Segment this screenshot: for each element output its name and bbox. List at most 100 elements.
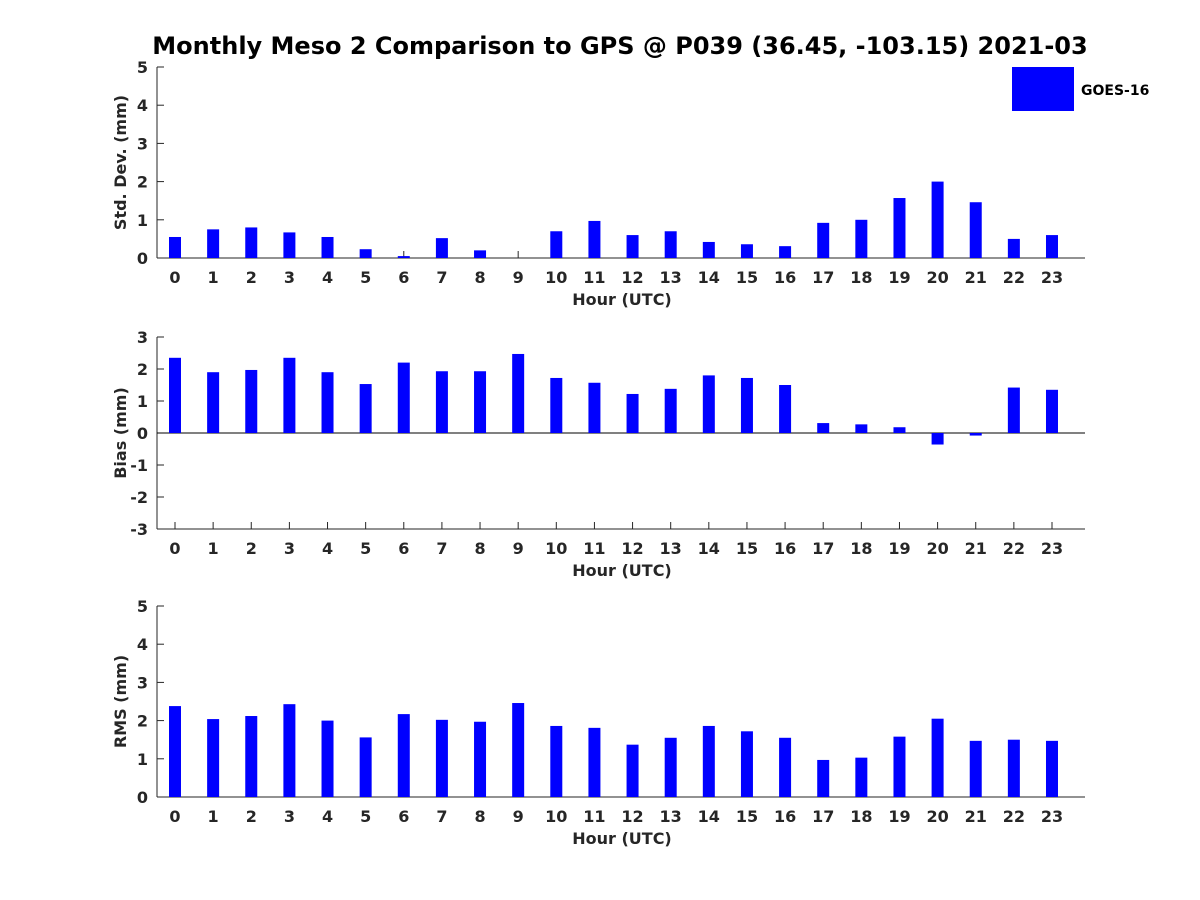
x-axis-label: Hour (UTC) [572, 829, 672, 848]
x-tick-label: 12 [621, 807, 643, 826]
x-tick-label: 19 [888, 268, 910, 287]
bar-hour-0 [169, 706, 181, 797]
x-tick-label: 10 [545, 268, 567, 287]
bar-hour-21 [969, 740, 982, 797]
x-tick-label: 5 [360, 268, 371, 287]
x-tick-label: 6 [398, 539, 409, 558]
x-tick-label: 4 [322, 807, 333, 826]
bar-hour-8 [474, 721, 487, 797]
x-tick-label: 9 [513, 539, 524, 558]
y-tick-label: -2 [130, 488, 148, 507]
x-tick-label: 12 [621, 539, 643, 558]
legend-swatch-goes-16 [1012, 67, 1074, 111]
bar-hour-7 [435, 371, 448, 433]
x-tick-label: 15 [736, 539, 758, 558]
x-tick-label: 18 [850, 268, 872, 287]
bar-hour-19 [893, 736, 906, 797]
x-tick-label: 0 [169, 268, 180, 287]
bar-hour-3 [283, 232, 296, 258]
x-tick-label: 15 [736, 807, 758, 826]
bar-hour-5 [359, 249, 372, 258]
y-tick-label: 4 [137, 635, 148, 654]
x-tick-label: 5 [360, 807, 371, 826]
bar-hour-2 [245, 716, 258, 797]
legend-label-goes-16: GOES-16 [1081, 83, 1149, 99]
x-tick-label: 0 [169, 539, 180, 558]
bar-hour-22 [1007, 238, 1020, 258]
bar-hour-2 [245, 227, 258, 258]
bar-hour-5 [359, 384, 372, 433]
y-tick-label: 1 [137, 392, 148, 411]
bar-hour-23 [1045, 235, 1058, 258]
x-tick-label: 16 [774, 268, 796, 287]
bar-hour-1 [207, 372, 220, 433]
x-tick-label: 7 [436, 268, 447, 287]
x-tick-label: 19 [888, 807, 910, 826]
bar-hour-22 [1007, 387, 1020, 433]
y-tick-label: 4 [137, 96, 148, 115]
bar-hour-10 [550, 231, 563, 258]
x-tick-label: 5 [360, 539, 371, 558]
bar-hour-8 [474, 250, 487, 258]
x-tick-label: 4 [322, 268, 333, 287]
x-tick-label: 23 [1041, 268, 1063, 287]
bar-hour-4 [321, 236, 334, 258]
bar-hour-23 [1045, 740, 1058, 797]
bar-hour-0 [169, 236, 181, 258]
x-tick-label: 20 [926, 539, 948, 558]
x-tick-label: 2 [246, 807, 257, 826]
x-tick-label: 2 [246, 539, 257, 558]
x-tick-label: 13 [660, 539, 682, 558]
bar-hour-20 [931, 718, 944, 797]
bar-hour-19 [893, 427, 906, 433]
bar-hour-21 [969, 202, 982, 258]
bar-hour-13 [664, 231, 677, 258]
y-axis-label: Std. Dev. (mm) [111, 95, 130, 230]
x-tick-label: 21 [965, 807, 987, 826]
bar-hour-7 [435, 238, 448, 258]
y-tick-label: 3 [137, 328, 148, 347]
y-tick-label: 2 [137, 712, 148, 731]
y-tick-label: 2 [137, 360, 148, 379]
bar-hour-1 [207, 719, 220, 797]
x-tick-label: 12 [621, 268, 643, 287]
bar-hour-15 [740, 244, 753, 258]
x-tick-label: 20 [926, 807, 948, 826]
x-tick-label: 15 [736, 268, 758, 287]
x-tick-label: 8 [474, 807, 485, 826]
bar-hour-15 [740, 377, 753, 433]
x-tick-label: 14 [698, 539, 720, 558]
bar-hour-10 [550, 725, 563, 797]
bar-hour-20 [931, 433, 944, 445]
x-axis-label: Hour (UTC) [572, 290, 672, 309]
bar-hour-14 [702, 241, 715, 258]
bar-hour-16 [779, 737, 792, 797]
legend: GOES-16 [1012, 67, 1149, 111]
x-tick-label: 17 [812, 268, 834, 287]
x-tick-label: 6 [398, 268, 409, 287]
x-tick-label: 11 [583, 268, 605, 287]
bar-hour-17 [817, 759, 830, 797]
x-tick-label: 18 [850, 807, 872, 826]
bar-hour-18 [855, 757, 868, 797]
bar-hour-11 [588, 382, 601, 433]
bar-hour-2 [245, 369, 258, 433]
bar-hour-22 [1007, 739, 1020, 797]
bar-hour-11 [588, 727, 601, 797]
bar-hour-0 [169, 357, 181, 433]
bar-hour-13 [664, 388, 677, 433]
x-tick-label: 13 [660, 268, 682, 287]
bar-hour-17 [817, 222, 830, 258]
bar-hour-10 [550, 377, 563, 433]
x-axis-label: Hour (UTC) [572, 561, 672, 580]
y-tick-label: 3 [137, 673, 148, 692]
x-tick-label: 19 [888, 539, 910, 558]
bar-hour-6 [397, 256, 410, 258]
bar-hour-12 [626, 393, 639, 433]
x-tick-label: 4 [322, 539, 333, 558]
y-tick-label: 0 [137, 424, 148, 443]
bar-hour-9 [512, 703, 525, 797]
bar-hour-9 [512, 353, 525, 433]
